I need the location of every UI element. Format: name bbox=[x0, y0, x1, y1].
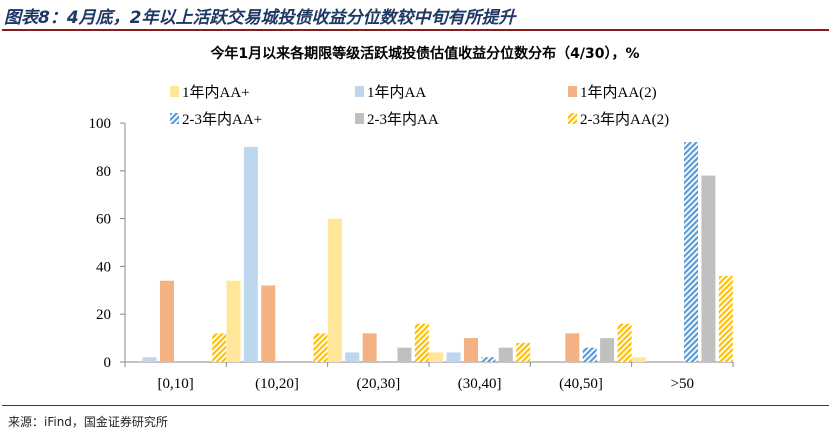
legend-swatch bbox=[170, 113, 179, 124]
bar bbox=[397, 347, 412, 362]
bar bbox=[701, 175, 716, 362]
legend-label: 2-3年内AA bbox=[367, 111, 439, 128]
chart-legend: 1年内AA+ 1年内AA 1年内AA(2) 2-3年内AA+ 2-3年内AA 2-3年内A… bbox=[170, 84, 669, 128]
x-tick-label: [0,10] bbox=[158, 376, 194, 392]
bar bbox=[446, 352, 461, 362]
bar bbox=[212, 333, 227, 362]
bar bbox=[481, 357, 496, 362]
y-tick-label: 20 bbox=[96, 307, 111, 323]
bar bbox=[617, 323, 632, 362]
x-tick-label: >50 bbox=[671, 376, 694, 392]
bar bbox=[600, 338, 615, 362]
legend-swatch bbox=[568, 86, 577, 97]
bar bbox=[565, 333, 580, 362]
bar bbox=[243, 146, 258, 362]
bar bbox=[313, 333, 328, 362]
bar bbox=[516, 342, 531, 362]
bottom-divider bbox=[2, 405, 829, 406]
x-tick-label: (40,50] bbox=[559, 376, 603, 392]
chart-bars bbox=[142, 142, 733, 362]
chart-title: 今年1月以来各期限等级活跃城投债估值收益分位数分布（4/30），% bbox=[209, 45, 639, 62]
legend-swatch bbox=[355, 113, 364, 124]
bar bbox=[631, 357, 646, 362]
bar bbox=[718, 275, 733, 362]
bar bbox=[159, 280, 174, 362]
y-tick-label: 80 bbox=[96, 164, 111, 180]
legend-label: 2-3年内AA(2) bbox=[580, 111, 669, 128]
x-tick-label: (10,20] bbox=[255, 376, 299, 392]
y-tick-label: 60 bbox=[96, 212, 111, 228]
y-tick-label: 0 bbox=[104, 355, 112, 371]
bar bbox=[429, 352, 444, 362]
legend-label: 1年内AA bbox=[367, 84, 426, 101]
bar bbox=[345, 352, 360, 362]
source-note: 来源：iFind，国金证券研究所 bbox=[8, 415, 168, 429]
bar bbox=[327, 218, 342, 362]
x-tick-label: (30,40] bbox=[458, 376, 502, 392]
y-tick-label: 40 bbox=[96, 259, 111, 275]
bar bbox=[463, 338, 478, 362]
y-tick-label: 100 bbox=[89, 116, 112, 132]
bar bbox=[414, 323, 429, 362]
top-divider bbox=[2, 29, 829, 31]
legend-label: 1年内AA(2) bbox=[580, 84, 657, 101]
bar bbox=[142, 357, 157, 362]
bar bbox=[582, 347, 597, 362]
legend-swatch bbox=[568, 113, 577, 124]
legend-swatch bbox=[355, 86, 364, 97]
bar-chart: 今年1月以来各期限等级活跃城投债估值收益分位数分布（4/30），% 1年内AA+… bbox=[89, 45, 734, 392]
chart-axes: 0 20 40 60 80 100 [0,10] (10,20] (20,30] (30,40] (… bbox=[89, 116, 734, 392]
legend-swatch bbox=[170, 86, 179, 97]
x-tick-label: (20,30] bbox=[356, 376, 400, 392]
figure-title: 图表8：4月底，2年以上活跃交易城投债收益分位数较中旬有所提升 bbox=[4, 8, 516, 28]
bar bbox=[226, 280, 241, 362]
bar bbox=[362, 333, 377, 362]
legend-label: 2-3年内AA+ bbox=[182, 111, 262, 128]
bar bbox=[261, 285, 276, 362]
legend-label: 1年内AA+ bbox=[182, 84, 250, 101]
bar bbox=[498, 347, 513, 362]
bar bbox=[684, 142, 699, 362]
